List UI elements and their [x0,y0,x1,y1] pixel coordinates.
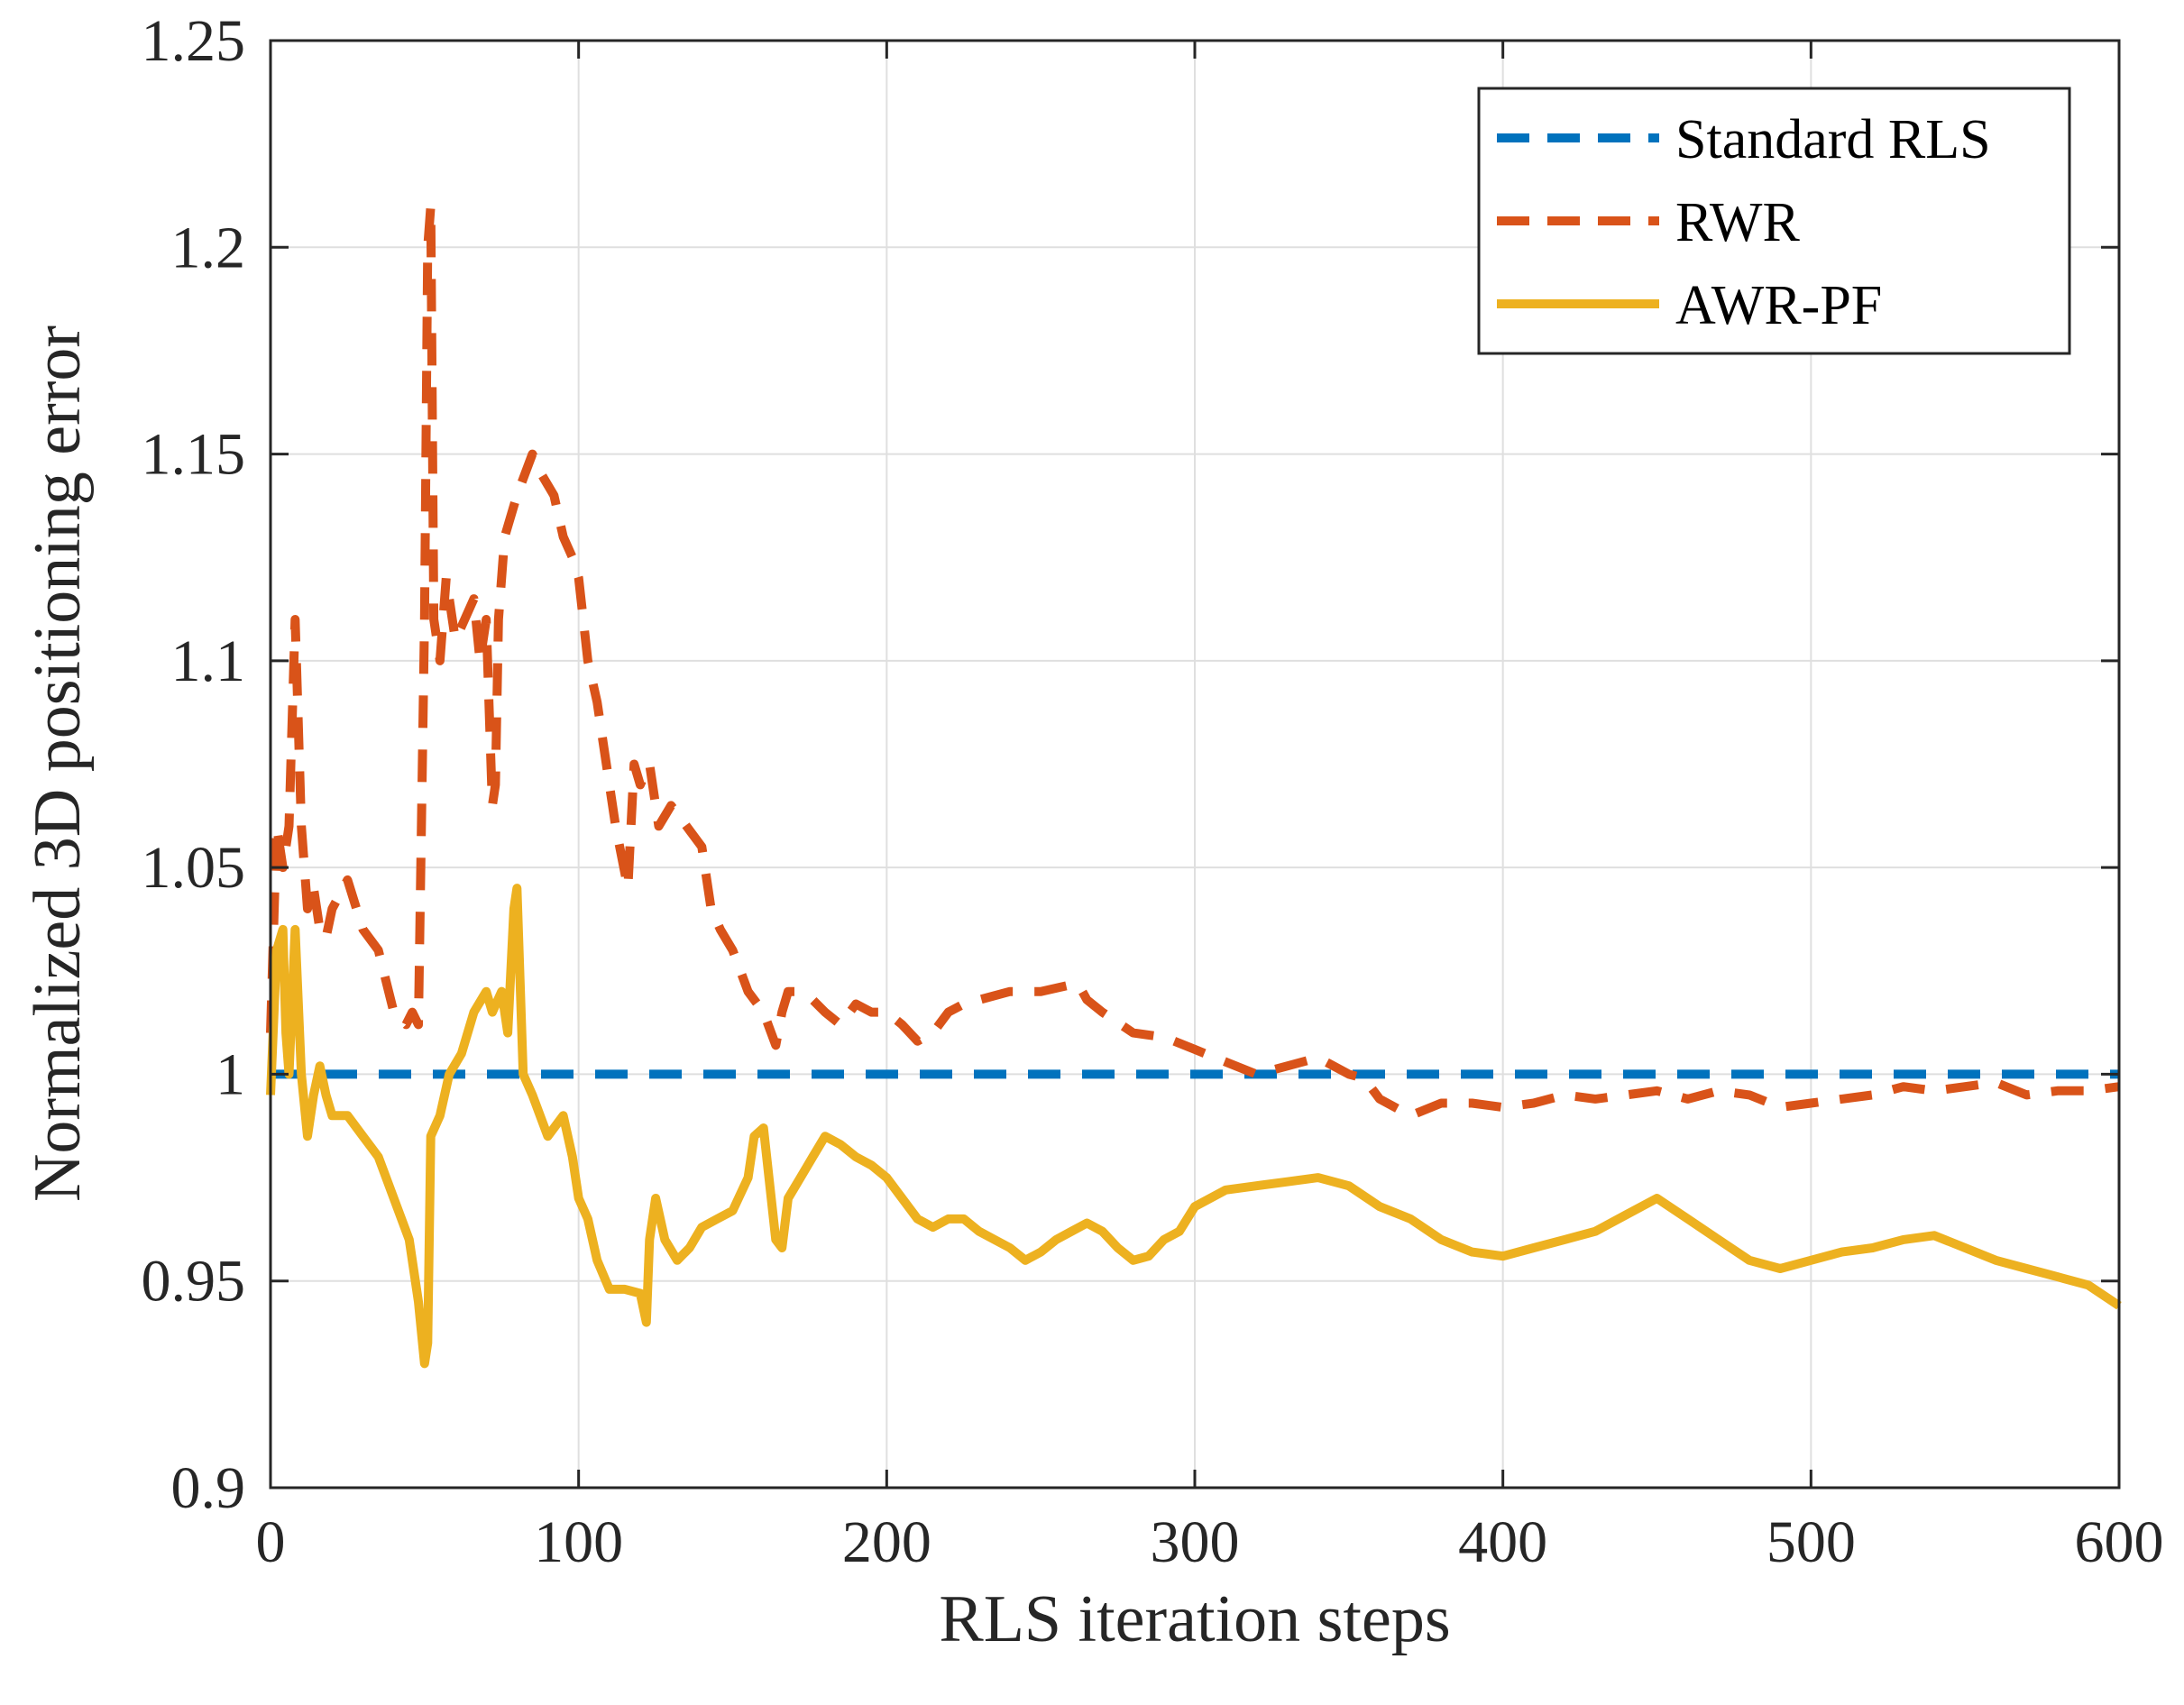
legend-label: RWR [1675,192,1800,253]
x-axis-label: RLS iteration steps [939,1582,1450,1656]
y-tick-label: 1.2 [171,215,246,280]
legend-label: Standard RLS [1675,109,1991,170]
x-tick-label: 0 [256,1509,286,1575]
y-tick-label: 1 [216,1041,245,1107]
series-line-rwr [266,201,2120,1121]
y-tick-label: 0.95 [142,1249,246,1315]
series-layer [266,201,2122,1369]
x-tick-label: 100 [534,1509,623,1575]
legend-label: AWR-PF [1675,275,1882,336]
y-tick-label: 0.9 [171,1455,246,1521]
y-tick-label: 1.15 [142,422,246,488]
x-tick-label: 600 [2075,1509,2164,1575]
y-axis-label: Normalized 3D positioning error [21,325,95,1202]
x-tick-label: 200 [842,1509,931,1575]
legend: Standard RLS RWR AWR-PF [1477,87,2071,355]
y-tick-label: 1.05 [142,835,246,901]
y-tick-label: 1.1 [171,628,246,694]
tick-labels: 0 100 200 300 400 500 600 0.9 0.95 1 1.05 1.1 1.15 1.… [142,8,2164,1575]
x-tick-label: 300 [1151,1509,1240,1575]
series-line-awr-pf [266,884,2122,1369]
y-tick-label: 1.25 [142,8,246,74]
ticks [269,39,2121,1490]
x-tick-label: 500 [1766,1509,1856,1575]
x-tick-label: 400 [1458,1509,1547,1575]
